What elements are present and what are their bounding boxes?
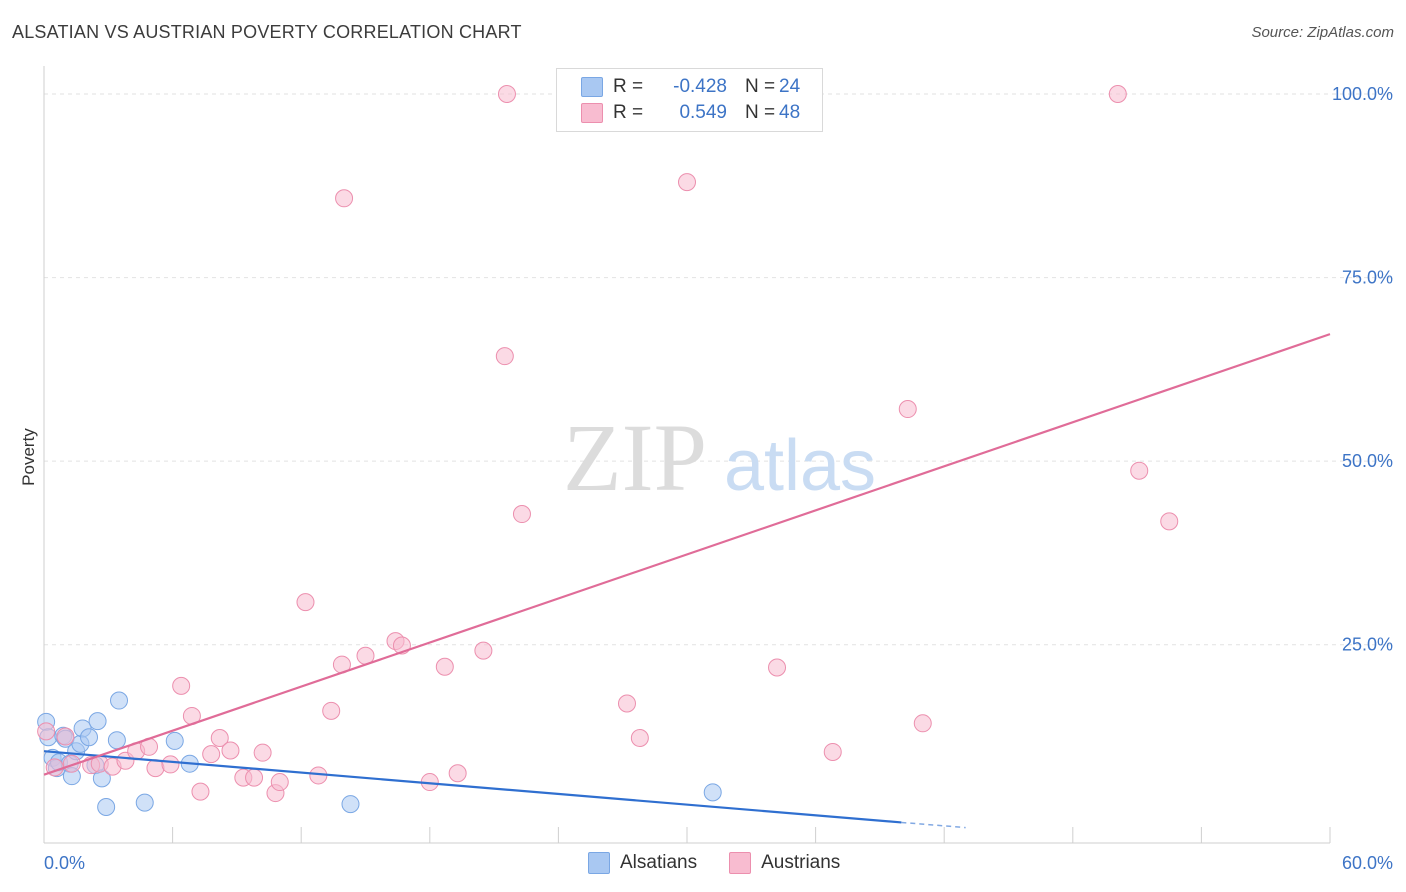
austrians-point [898,400,917,419]
chart-title: ALSATIAN VS AUSTRIAN POVERTY CORRELATION… [12,22,522,42]
austrians-point [202,745,221,764]
austrians-point [495,347,514,366]
legend-row-alsatians: R = -0.428 N = 24 [581,76,800,98]
n-value: 48 [779,102,801,123]
y-tick-label: 25.0% [1342,635,1393,655]
austrians-point [191,782,210,801]
tick-labels: 25.0% 50.0% 75.0% 100.0% 0.0% 60.0% [44,84,1393,873]
alsatians-trend-line [43,750,902,824]
alsatians-swatch [581,77,603,97]
austrians-point [172,676,191,695]
alsatians-point [88,712,107,731]
austrians-point [210,728,229,747]
legend-item-austrians[interactable]: Austrians [729,852,840,874]
alsatians-point [107,731,126,750]
legend-series: Alsatians Austrians [588,852,872,874]
trend-lines [43,333,1331,829]
grid-lines [44,93,1395,646]
x-tick-label: 60.0% [1342,853,1393,873]
y-tick-label: 50.0% [1342,451,1393,471]
watermark: ZIP atlas [563,404,876,511]
watermark-atlas: atlas [724,426,876,506]
austrians-point [253,743,272,762]
austrians-point [1160,512,1179,531]
legend-label: Alsatians [620,852,698,873]
austrians-point [221,741,240,760]
alsatians-point [97,798,116,817]
alsatians-point [110,691,129,710]
alsatians-point [80,728,99,747]
alsatians-legend-swatch [588,852,610,874]
x-tick-label: 0.0% [44,853,85,873]
austrians-point [245,768,264,787]
legend-row-austrians: R = 0.549 N = 48 [581,102,800,124]
austrians-point [497,85,516,104]
austrians-point [913,714,932,733]
austrians-point [512,505,531,524]
alsatians-trend-extension [901,821,966,829]
austrians-point [335,189,354,208]
data-points [37,85,1179,817]
austrians-point [823,742,842,761]
alsatians-point [341,795,360,814]
y-axis-label: Poverty [19,428,38,486]
austrians-point [768,658,787,677]
austrians-point [146,759,165,778]
austrians-point [322,701,341,720]
watermark-zip: ZIP [563,404,707,511]
austrians-point [1108,85,1127,104]
austrians-point [1130,461,1149,480]
legend-stats: R = -0.428 N = 24 R = 0.549 N = 48 [556,68,823,132]
r-value: -0.428 [673,76,727,97]
legend-label: Austrians [761,852,841,873]
n-value: 24 [779,76,801,97]
austrians-point [448,764,467,783]
alsatians-point [165,731,184,750]
austrians-point [630,728,649,747]
r-label: R = [613,102,644,123]
y-tick-label: 100.0% [1332,84,1393,104]
austrians-point [296,593,315,612]
source-label: Source: ZipAtlas.com [1251,24,1394,41]
alsatians-point [703,783,722,802]
n-label: N = [745,76,776,97]
alsatians-point [135,793,154,812]
austrians-point [678,173,696,192]
austrians-trend-line [43,333,1331,776]
legend-item-alsatians[interactable]: Alsatians [588,852,697,874]
austrians-point [37,722,56,741]
austrians-point [161,755,180,774]
austrians-swatch [581,103,603,123]
austrians-point [435,657,454,676]
r-label: R = [613,76,644,97]
austrians-point [474,641,493,660]
austrians-point [270,773,289,792]
austrians-legend-swatch [729,852,752,874]
y-tick-label: 75.0% [1342,268,1393,288]
austrians-point [56,727,75,746]
austrians-point [617,694,636,713]
n-label: N = [745,102,776,123]
r-value: 0.549 [679,102,727,123]
austrians-point [62,754,81,773]
